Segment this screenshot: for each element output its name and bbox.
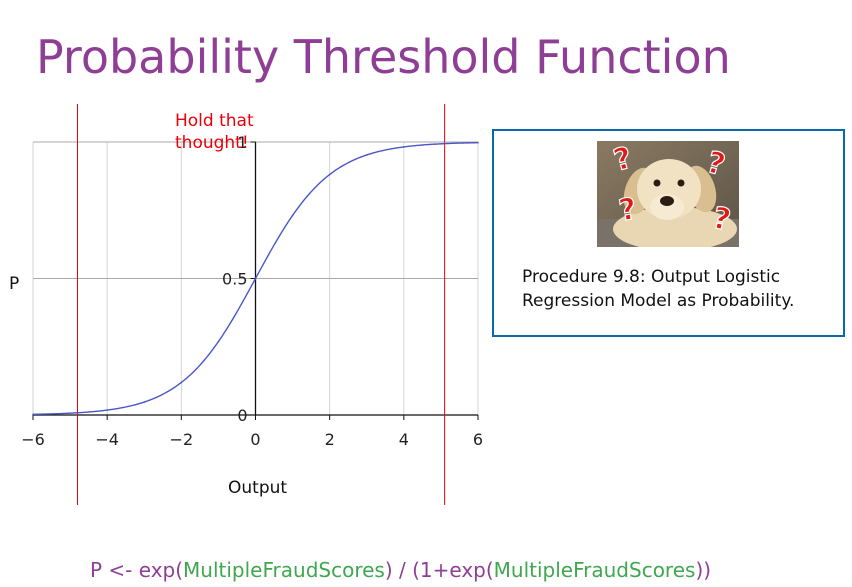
series-point-0-2 <box>106 409 108 411</box>
x-tick-label-1: −4 <box>95 430 119 449</box>
formula-part-3: ) / (1+exp( <box>384 558 494 582</box>
formula-part-1: P <- exp( <box>90 558 184 582</box>
y-tick-label-2: 1 <box>237 133 247 152</box>
x-tick-label-4: 2 <box>325 430 335 449</box>
chart-series <box>32 141 479 416</box>
series-point-0-9 <box>365 154 368 156</box>
y-tick-label-1: 0.5 <box>222 270 247 289</box>
series-point-0-0 <box>32 413 34 416</box>
formula-part-2: MultipleFraudScores <box>183 558 385 582</box>
chart-tick-labels: −6 −4 −2 0 2 4 6 0 0.5 1 <box>21 133 483 449</box>
y-axis-label: P <box>9 274 20 294</box>
x-tick-label-6: 6 <box>473 430 483 449</box>
series-point-0-10 <box>403 146 405 148</box>
x-tick-label-3: 0 <box>250 430 260 449</box>
x-tick-label-5: 4 <box>399 430 409 449</box>
slide-title: Probability Threshold Function <box>36 30 731 84</box>
formula-part-5: )) <box>695 558 712 582</box>
series-point-0-3 <box>143 401 146 403</box>
chart-annotation: Hold that thought! <box>175 111 254 153</box>
series-point-0-11 <box>440 143 442 145</box>
svg-text:?: ? <box>709 201 733 239</box>
x-tick-label-0: −6 <box>21 430 45 449</box>
confused-dog-image: ? ? ? ? <box>597 141 739 247</box>
series-point-0-12 <box>477 141 479 144</box>
procedure-callout: ? ? ? ? Procedure 9.8: Output Logistic R… <box>492 129 845 337</box>
x-tick-label-2: −2 <box>170 430 194 449</box>
threshold-lines <box>77 104 446 505</box>
formula-part-4: MultipleFraudScores <box>493 558 696 582</box>
series-point-0-6 <box>254 277 257 280</box>
series-point-0-5 <box>217 340 220 343</box>
series-point-0-4 <box>180 381 183 384</box>
procedure-caption: Procedure 9.8: Output Logistic Regressio… <box>522 267 795 311</box>
y-tick-label-0: 0 <box>237 406 247 425</box>
formula-line: P <- exp(MultipleFraudScores) / (1+exp(M… <box>90 558 711 582</box>
x-axis-label: Output <box>228 478 288 498</box>
series-point-0-1 <box>69 412 71 414</box>
chart-axes <box>32 141 479 420</box>
series-point-0-7 <box>291 214 294 217</box>
series-point-0-8 <box>328 173 331 176</box>
